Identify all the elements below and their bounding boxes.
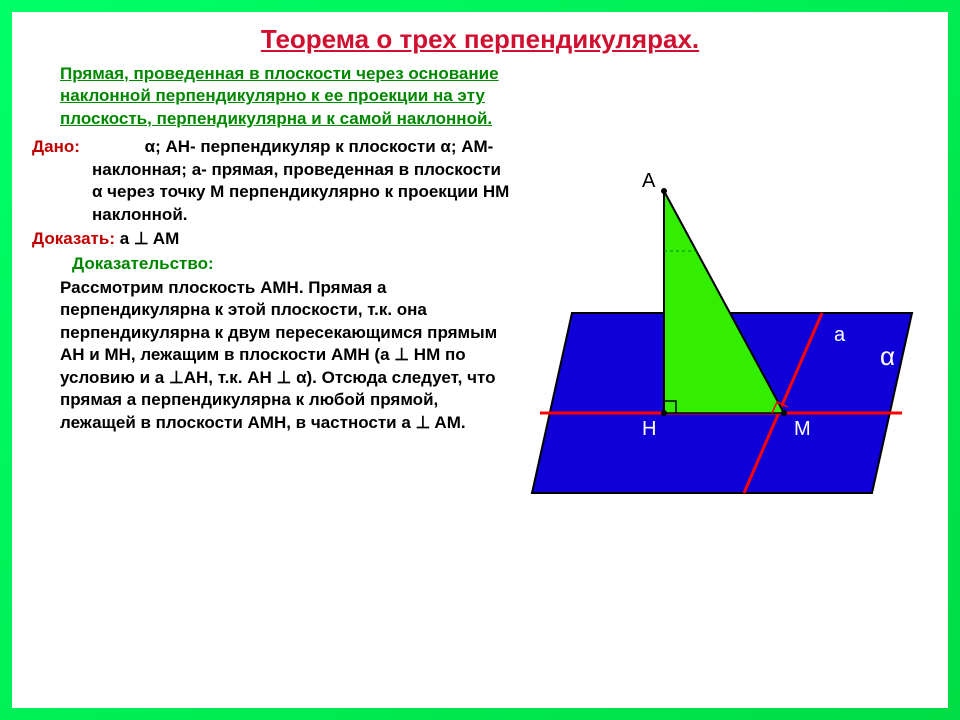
given-label: Дано: — [32, 137, 80, 156]
diagram-column: A H M a α — [522, 63, 928, 434]
prove-text: a ⊥ AM — [115, 229, 179, 248]
slide: Теорема о трех перпендикулярах. Прямая, … — [12, 12, 948, 708]
page-title: Теорема о трех перпендикулярах. — [32, 24, 928, 55]
point-m — [781, 410, 787, 416]
proof-text: Рассмотрим плоскость AMH. Прямая a перпе… — [32, 277, 512, 434]
geometry-diagram: A H M a α — [512, 173, 942, 543]
label-m-point: M — [794, 418, 811, 440]
label-plane-alpha: α — [880, 341, 895, 371]
prove-block: Доказать: a ⊥ AM — [32, 228, 512, 250]
point-a — [661, 188, 667, 194]
text-column: Прямая, проведенная в плоскости через ос… — [32, 63, 512, 434]
label-h-point: H — [642, 418, 656, 440]
prove-label: Доказать: — [32, 229, 115, 248]
proof-label: Доказательство: — [32, 253, 512, 275]
content-row: Прямая, проведенная в плоскости через ос… — [32, 63, 928, 434]
theorem-statement: Прямая, проведенная в плоскости через ос… — [32, 63, 512, 130]
given-block: Дано: α; AH- перпендикуляр к плоскости α… — [32, 136, 512, 226]
label-a-point: A — [642, 173, 656, 192]
given-text: α; AH- перпендикуляр к плоскости α; AM- … — [80, 137, 509, 223]
label-line-a: a — [834, 324, 846, 346]
point-h — [661, 410, 667, 416]
